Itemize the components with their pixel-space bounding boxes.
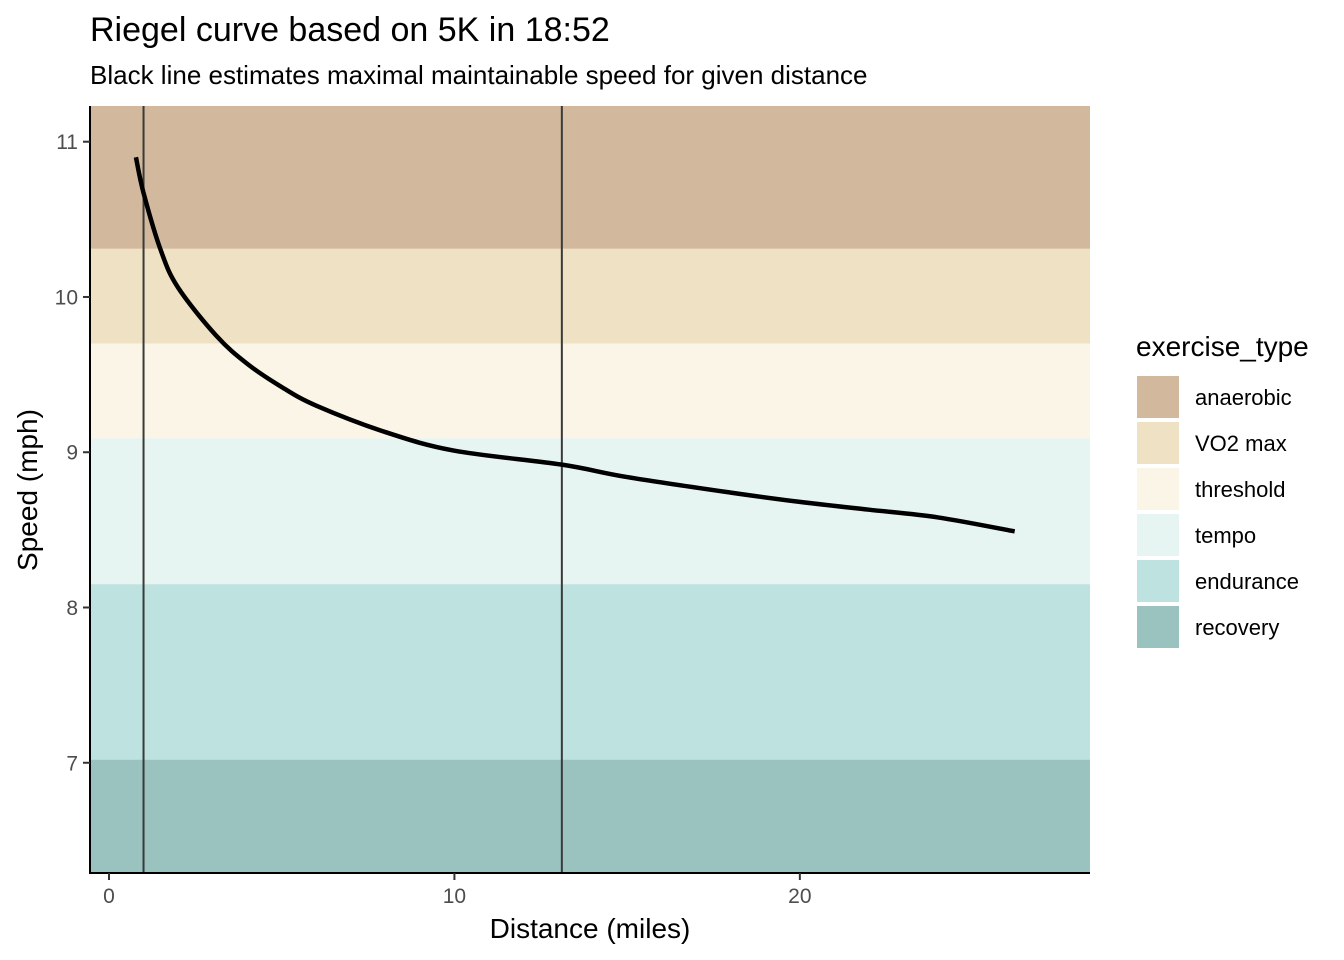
y-axis-title: Speed (mph) [12, 409, 43, 571]
axes: 7 8 9 10 11 0 10 20 [55, 106, 1090, 908]
band-endurance [90, 584, 1090, 760]
legend-label-tempo: tempo [1195, 523, 1256, 548]
y-tick-label-11: 11 [56, 131, 78, 154]
riegel-curve-group [133, 156, 1016, 534]
legend-label-recovery: recovery [1195, 615, 1279, 640]
riegel-curve-line [133, 156, 1016, 534]
y-tick-label-9: 9 [66, 442, 78, 465]
legend-label-anaerobic: anaerobic [1195, 385, 1292, 410]
chart-title: Riegel curve based on 5K in 18:52 [90, 11, 610, 49]
reference-lines [142, 106, 563, 873]
chart-subtitle: Black line estimates maximal maintainabl… [90, 60, 868, 90]
band-tempo [90, 438, 1090, 585]
legend-item-recovery: recovery [1137, 606, 1279, 648]
legend-item-tempo: tempo [1137, 514, 1256, 556]
x-axis-title: Distance (miles) [490, 913, 691, 944]
exercise-bands [90, 106, 1090, 873]
legend-title: exercise_type [1136, 331, 1309, 362]
y-tick-label-10: 10 [55, 286, 78, 309]
band-recovery [90, 759, 1090, 873]
legend-swatch-recovery [1137, 606, 1179, 648]
legend-item-anaerobic: anaerobic [1137, 376, 1292, 418]
legend-item-threshold: threshold [1137, 468, 1286, 510]
legend-label-threshold: threshold [1195, 477, 1286, 502]
legend-item-endurance: endurance [1137, 560, 1299, 602]
legend-swatch-anaerobic [1137, 376, 1179, 418]
band-anaerobic [90, 106, 1090, 249]
legend: anaerobic VO2 max threshold tempo endurance r… [1137, 376, 1299, 648]
x-tick-label-20: 20 [788, 885, 811, 908]
y-tick-label-8: 8 [66, 597, 78, 620]
legend-swatch-tempo [1137, 514, 1179, 556]
band-threshold [90, 343, 1090, 439]
legend-swatch-threshold [1137, 468, 1179, 510]
legend-swatch-endurance [1137, 560, 1179, 602]
band-vo2-max [90, 248, 1090, 344]
x-tick-label-0: 0 [103, 885, 115, 908]
x-tick-label-10: 10 [443, 885, 466, 908]
legend-label-endurance: endurance [1195, 569, 1299, 594]
legend-item-vo2-max: VO2 max [1137, 422, 1287, 464]
legend-swatch-vo2-max [1137, 422, 1179, 464]
legend-label-vo2-max: VO2 max [1195, 431, 1287, 456]
y-tick-label-7: 7 [66, 752, 78, 775]
